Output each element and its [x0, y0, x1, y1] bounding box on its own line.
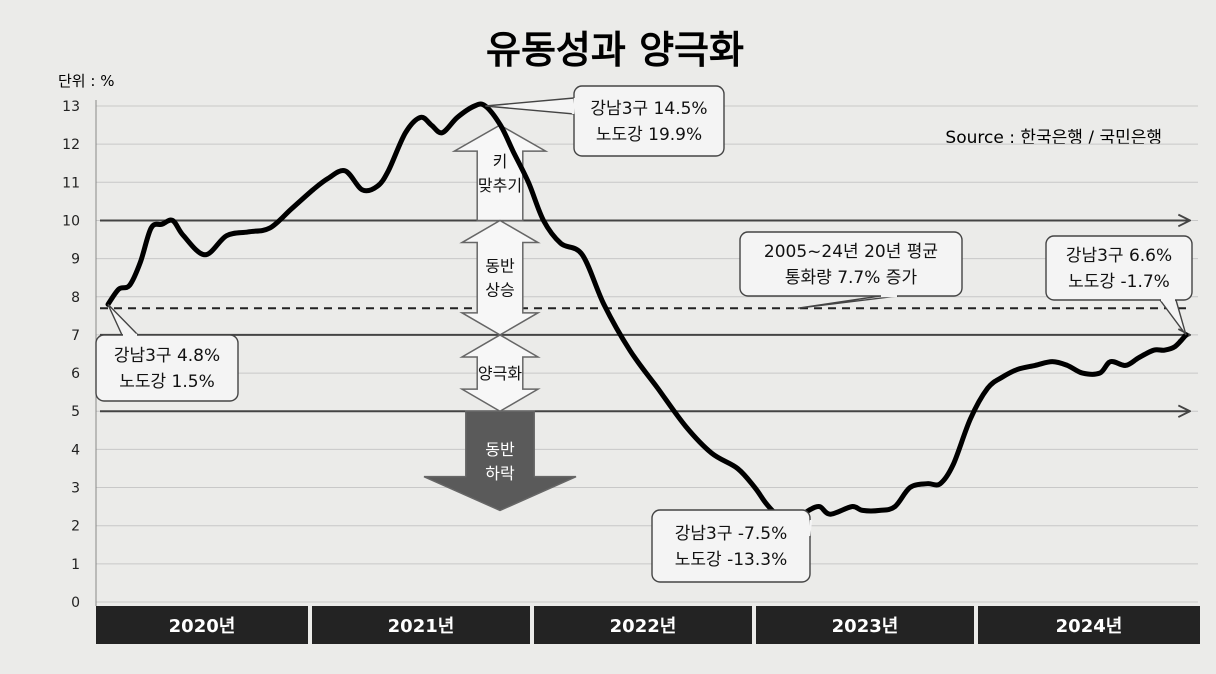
year-bar [756, 606, 974, 644]
chart-title: 유동성과 양극화 [486, 28, 744, 72]
callout-box [1045, 235, 1193, 301]
grid-lines [96, 105, 1198, 603]
callout-box [573, 85, 725, 157]
callout-text: 강남3구 14.5% [590, 99, 707, 119]
series-layer [105, 101, 1189, 522]
band-label: 양극화 [478, 364, 522, 383]
liquidity-series-line [105, 101, 1189, 522]
year-label: 2022년 [610, 616, 677, 637]
callout-text: 강남3구 4.8% [114, 346, 220, 366]
y-tick-label: 1 [71, 557, 80, 573]
band-label: 하락 [485, 464, 515, 483]
band-label: 키 [493, 152, 508, 171]
callout-text: 노도강 -1.7% [1068, 272, 1170, 292]
callout-pointer [485, 97, 575, 115]
callout-text: 노도강 1.5% [119, 372, 215, 392]
callout-text: 통화량 7.7% 증가 [785, 268, 918, 288]
year-bar [312, 606, 530, 644]
band-arrow [459, 219, 541, 336]
source-label: Source : 한국은행 / 국민은행 [945, 128, 1162, 148]
callout-joint [571, 97, 577, 115]
band-arrow [423, 410, 577, 512]
y-tick-label: 13 [62, 99, 80, 115]
band-arrow [451, 124, 549, 222]
callout-text: 강남3구 6.6% [1066, 246, 1172, 266]
y-tick-label: 0 [71, 595, 80, 611]
y-tick-label: 4 [71, 442, 80, 458]
y-tick-label: 11 [62, 175, 80, 191]
callout-box [651, 509, 811, 583]
unit-label: 단위 : % [58, 72, 114, 90]
band-label: 동반 [485, 257, 515, 276]
callout-pointer [1158, 299, 1187, 336]
y-tick-label: 8 [71, 290, 80, 306]
year-label: 2020년 [169, 616, 236, 637]
year-label: 2021년 [388, 616, 455, 637]
y-tick-label: 3 [71, 481, 80, 497]
callout-text: 2005~24년 20년 평균 [764, 242, 938, 262]
callout-box [95, 334, 239, 402]
callout-joint [807, 519, 813, 537]
y-tick-label: 12 [62, 137, 80, 153]
y-tick-label: 5 [71, 404, 80, 420]
year-label: 2023년 [832, 616, 899, 637]
callout-text: 노도강 -13.3% [675, 550, 787, 570]
year-bar [534, 606, 752, 644]
band-label: 맞추기 [478, 176, 522, 195]
year-axis: 2020년 2021년 2022년 2023년 2024년 [96, 606, 1200, 644]
year-label: 2024년 [1056, 616, 1123, 637]
y-tick-label: 2 [71, 519, 80, 535]
reference-lines [100, 220, 1190, 411]
y-tick-label: 9 [71, 252, 80, 268]
callout-text: 강남3구 -7.5% [675, 524, 787, 544]
year-bar [96, 606, 308, 644]
year-bar [978, 606, 1200, 644]
callout-text: 노도강 19.9% [596, 125, 702, 145]
y-tick-label: 6 [71, 366, 80, 382]
y-tick-label: 10 [62, 213, 80, 229]
band-label: 동반 [485, 440, 515, 459]
callouts: 강남3구 4.8% 노도강 1.5% 강남3구 14.5% 노도강 19.9% 2005… [95, 85, 1193, 583]
band-label: 상승 [485, 281, 514, 300]
y-tick-label: 7 [71, 328, 80, 344]
callout-box [739, 231, 963, 297]
callout-pointer [797, 295, 899, 309]
